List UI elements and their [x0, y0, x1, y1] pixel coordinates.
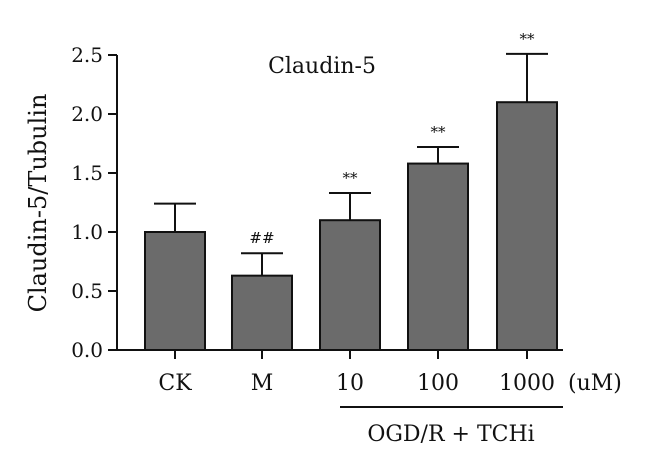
y-tick-label: 1.5 [71, 161, 103, 185]
bar-100 [407, 162, 469, 351]
bar-1000 [496, 101, 558, 351]
y-axis-label: Claudin-5/Tubulin [24, 94, 52, 313]
x-tick-label: 1000 [499, 371, 555, 396]
significance-label: ** [520, 30, 536, 48]
significance-label: ## [249, 229, 274, 247]
group-label: OGD/R + TCHi [367, 422, 534, 447]
x-unit-label: (uM) [568, 371, 622, 396]
x-tick-label: 10 [336, 371, 364, 396]
bar-CK [144, 231, 206, 351]
bar-M [231, 274, 293, 351]
y-tick-label: 0.5 [71, 279, 103, 303]
y-tick-label: 2.5 [71, 43, 103, 67]
x-tick-label: M [251, 371, 274, 396]
y-tick-label: 0.0 [71, 338, 103, 362]
x-tick-label: 100 [417, 371, 459, 396]
x-tick-label: CK [158, 371, 192, 396]
significance-label: ** [343, 169, 359, 187]
chart-title: Claudin-5 [268, 54, 376, 79]
bar-10 [319, 219, 381, 351]
significance-label: ** [431, 123, 447, 141]
y-tick-label: 2.0 [71, 102, 103, 126]
y-tick-label: 1.0 [71, 220, 103, 244]
